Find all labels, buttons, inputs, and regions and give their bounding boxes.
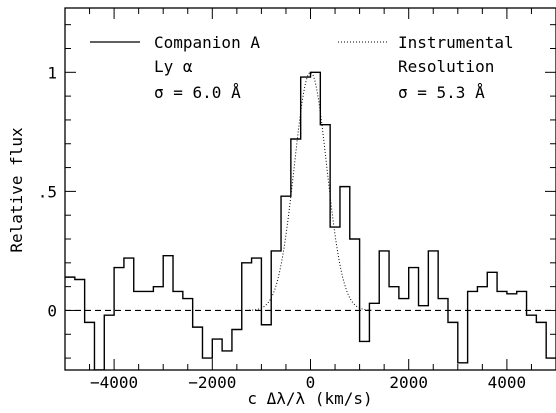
legend-entry-instrumental: Instrumental — [398, 33, 514, 52]
x-tick-label: −2000 — [188, 373, 236, 392]
legend: Companion A Ly α σ = 6.0 Å Instrumental … — [90, 33, 514, 102]
legend-entry-companion: Companion A — [154, 33, 260, 52]
legend-entry-instrumental-line2: σ = 5.3 Å — [398, 83, 485, 102]
legend-entry-companion-line1: Ly α — [154, 57, 193, 76]
legend-entry-companion-line2: σ = 6.0 Å — [154, 83, 241, 102]
y-axis-label: Relative flux — [7, 127, 26, 253]
x-axis-label: c Δλ/λ (km/s) — [247, 389, 372, 408]
x-tick-label: 4000 — [488, 373, 527, 392]
y-tick-label: 1 — [47, 63, 57, 82]
y-tick-label: 0 — [47, 301, 57, 320]
legend-entry-instrumental-line1: Resolution — [398, 57, 494, 76]
x-tick-label: −4000 — [90, 373, 138, 392]
x-tick-label: 2000 — [389, 373, 428, 392]
series-instrumental — [249, 71, 372, 311]
y-tick-label: .5 — [38, 182, 57, 201]
series-companion-a — [65, 71, 556, 370]
x-tick-label: 0 — [306, 373, 316, 392]
